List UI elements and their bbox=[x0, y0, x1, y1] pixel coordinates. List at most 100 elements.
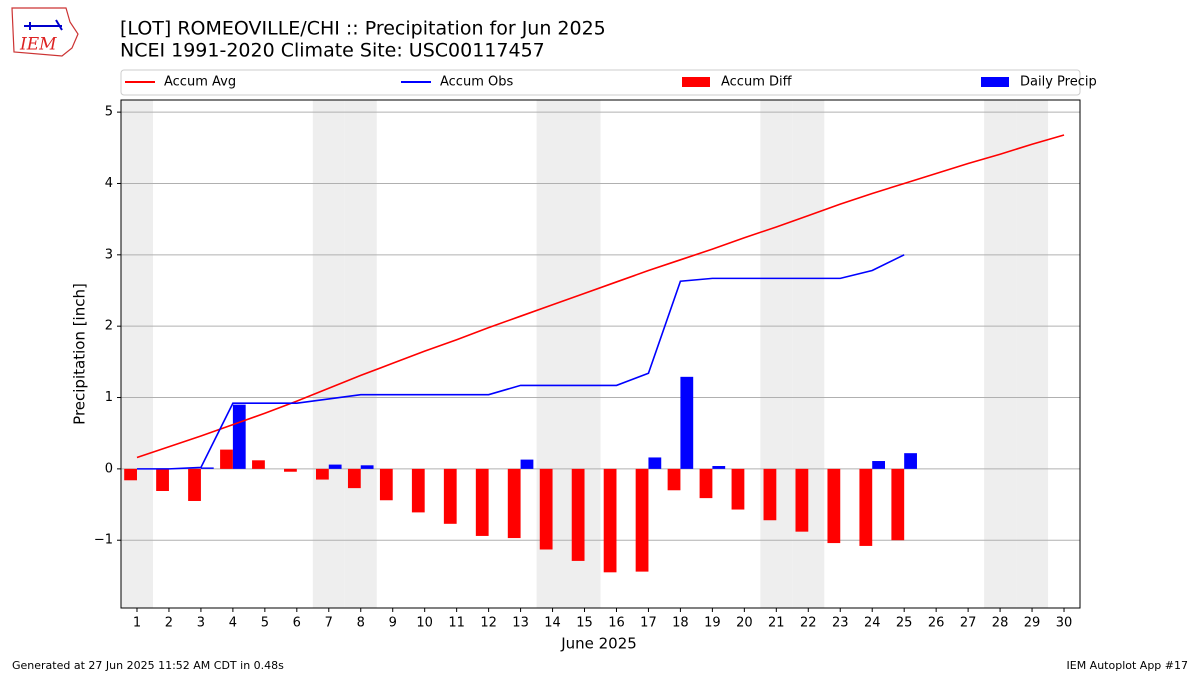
line bbox=[136, 254, 905, 470]
y-tick-label: −1 bbox=[94, 533, 113, 548]
bar bbox=[124, 468, 137, 481]
bar bbox=[712, 466, 726, 469]
x-tick-label: 12 bbox=[480, 616, 497, 631]
bar bbox=[520, 459, 534, 469]
x-tick-label: 24 bbox=[864, 616, 881, 631]
bar bbox=[859, 468, 873, 546]
bar bbox=[188, 468, 201, 501]
x-tick-label: 27 bbox=[960, 616, 977, 631]
bar bbox=[252, 460, 265, 469]
x-tick-label: 26 bbox=[928, 616, 945, 631]
weekend-shade bbox=[121, 100, 153, 608]
bar bbox=[315, 468, 329, 480]
x-tick-label: 22 bbox=[800, 616, 817, 631]
x-tick-label: 9 bbox=[389, 616, 397, 631]
logo-outline bbox=[11, 7, 79, 57]
bar bbox=[200, 467, 214, 469]
y-tick-label: 2 bbox=[105, 319, 113, 334]
weekend-shade bbox=[792, 100, 825, 608]
x-tick-label: 20 bbox=[736, 616, 753, 631]
logo: IEM bbox=[11, 7, 79, 57]
bar bbox=[347, 468, 361, 489]
x-tick-label: 17 bbox=[640, 616, 657, 631]
x-tick-label: 1 bbox=[133, 616, 141, 631]
weekend-shade bbox=[760, 100, 793, 608]
footer-right: IEM Autoplot App #17 bbox=[1067, 659, 1189, 672]
weekend-shade bbox=[344, 100, 377, 608]
footer-left: Generated at 27 Jun 2025 11:52 AM CDT in… bbox=[12, 659, 284, 672]
bar bbox=[763, 468, 777, 521]
bar bbox=[232, 404, 246, 469]
bar bbox=[507, 468, 521, 539]
x-tick-label: 3 bbox=[197, 616, 205, 631]
x-tick-label: 19 bbox=[704, 616, 721, 631]
x-tick-label: 14 bbox=[544, 616, 561, 631]
legend-swatch bbox=[981, 77, 1009, 87]
bar bbox=[699, 468, 713, 499]
y-tick-label: 3 bbox=[105, 247, 113, 262]
bar bbox=[872, 461, 886, 469]
bar bbox=[904, 453, 917, 469]
legend-label: Accum Avg bbox=[164, 75, 236, 90]
weekend-shade bbox=[1016, 100, 1049, 608]
legend-label: Daily Precip bbox=[1020, 75, 1097, 90]
legend-swatch bbox=[682, 77, 710, 87]
bar bbox=[220, 449, 233, 469]
x-tick-label: 13 bbox=[512, 616, 529, 631]
y-tick-label: 4 bbox=[105, 176, 113, 191]
bar bbox=[635, 468, 649, 572]
x-tick-label: 18 bbox=[672, 616, 689, 631]
x-tick-label: 15 bbox=[576, 616, 593, 631]
bar bbox=[360, 465, 374, 469]
x-tick-label: 23 bbox=[832, 616, 849, 631]
bar bbox=[795, 468, 809, 532]
x-tick-label: 28 bbox=[992, 616, 1009, 631]
x-tick-label: 21 bbox=[768, 616, 785, 631]
bar bbox=[284, 468, 297, 472]
x-tick-label: 7 bbox=[325, 616, 333, 631]
y-tick-label: 0 bbox=[105, 461, 113, 476]
legend-box bbox=[120, 69, 1081, 96]
bar bbox=[475, 468, 489, 536]
x-tick-label: 16 bbox=[608, 616, 625, 631]
bar bbox=[603, 468, 617, 573]
y-tick-label: 1 bbox=[105, 390, 113, 405]
bar bbox=[411, 468, 425, 513]
chart-subtitle: NCEI 1991-2020 Climate Site: USC00117457 bbox=[120, 40, 545, 62]
x-tick-label: 25 bbox=[896, 616, 913, 631]
bar bbox=[379, 468, 393, 501]
x-tick-label: 6 bbox=[293, 616, 301, 631]
x-tick-label: 29 bbox=[1024, 616, 1041, 631]
x-tick-label: 5 bbox=[261, 616, 269, 631]
chart-title: [LOT] ROMEOVILLE/CHI :: Precipitation fo… bbox=[120, 18, 606, 40]
x-tick-label: 10 bbox=[416, 616, 433, 631]
bar bbox=[571, 468, 585, 561]
bar bbox=[539, 468, 553, 550]
legend-label: Accum Diff bbox=[721, 75, 793, 90]
x-tick-label: 11 bbox=[448, 616, 465, 631]
bar bbox=[156, 468, 169, 491]
x-tick-label: 30 bbox=[1056, 616, 1073, 631]
bar bbox=[648, 457, 662, 469]
logo-text: IEM bbox=[19, 35, 57, 55]
bar bbox=[891, 468, 905, 541]
y-axis-label: Precipitation [inch] bbox=[71, 283, 89, 425]
legend-label: Accum Obs bbox=[440, 75, 513, 90]
y-tick-label: 5 bbox=[105, 105, 113, 120]
x-tick-label: 4 bbox=[229, 616, 237, 631]
bar bbox=[827, 468, 841, 544]
bar bbox=[443, 468, 457, 524]
plot-frame bbox=[120, 99, 1081, 609]
x-tick-label: 2 bbox=[165, 616, 173, 631]
bar bbox=[667, 468, 681, 491]
x-axis-label: June 2025 bbox=[560, 635, 637, 653]
x-tick-label: 8 bbox=[357, 616, 365, 631]
bar bbox=[731, 468, 745, 510]
weekend-shade bbox=[984, 100, 1017, 608]
logo-mark bbox=[24, 19, 63, 31]
bar bbox=[680, 376, 694, 469]
bar bbox=[328, 464, 342, 469]
weekend-shade bbox=[312, 100, 345, 608]
